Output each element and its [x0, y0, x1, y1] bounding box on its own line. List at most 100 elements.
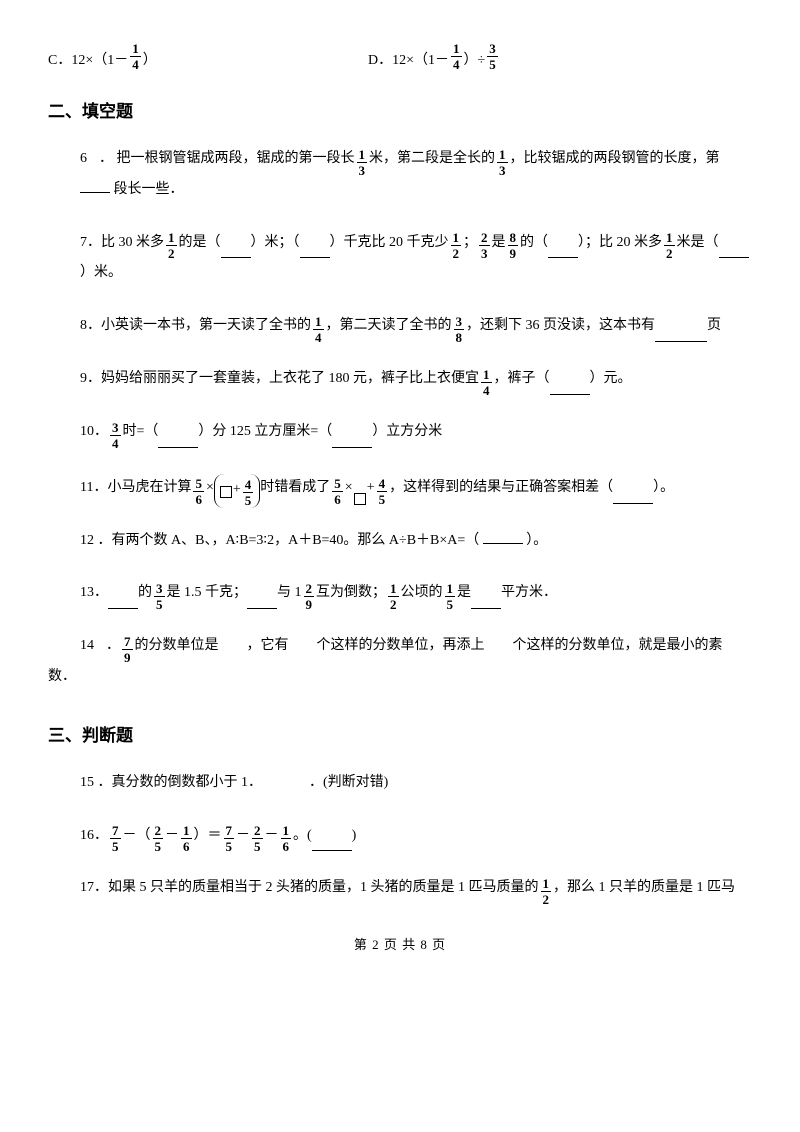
- section-3-heading: 三、判断题: [48, 721, 752, 746]
- q8-f2-icon: 38: [454, 315, 465, 344]
- q6-frac1-icon: 1 3: [357, 148, 368, 177]
- q15-text: ．真分数的倒数都小于 1．: [98, 775, 263, 790]
- q7-blank1[interactable]: [221, 243, 251, 258]
- q13-num: 13: [80, 578, 94, 609]
- question-9: 9 ．妈妈给丽丽买了一套童装，上衣花了 180 元，裤子比上衣便宜 14 ，裤子…: [48, 364, 752, 395]
- q14-p6: 数．: [48, 662, 752, 693]
- q7-p6: 是: [492, 228, 506, 259]
- q11-plus2: +: [367, 473, 375, 504]
- q7-f5-icon: 12: [664, 231, 675, 260]
- q6-p4: 段长一些．: [114, 182, 184, 197]
- q7-p7: 的（: [520, 228, 548, 259]
- q6-num: 6: [80, 144, 87, 175]
- q7-p9: 米是（: [677, 228, 719, 259]
- q8-num: 8: [80, 311, 87, 342]
- q11-num: 11: [80, 473, 93, 504]
- q11-plus: +: [233, 475, 241, 506]
- q16-p1: ．: [94, 821, 108, 852]
- q12-tail: ）。: [526, 533, 547, 548]
- q16-blank[interactable]: [312, 836, 352, 851]
- q7-p5: ；: [463, 228, 477, 259]
- q9-p1: ．妈妈给丽丽买了一套童装，上衣花了 180 元，裤子比上衣便宜: [87, 364, 479, 395]
- q9-blank[interactable]: [550, 380, 590, 395]
- q16-f3-icon: 16: [181, 824, 192, 853]
- q12-num: 12: [80, 533, 94, 548]
- question-17: 17 ．如果 5 只羊的质量相当于 2 头猪的质量，1 头猪的质量是 1 匹马质…: [48, 873, 752, 904]
- q7-p10: ）米。: [80, 258, 122, 289]
- q14-p1: ．: [106, 631, 120, 662]
- q7-blank3[interactable]: [548, 243, 578, 258]
- q11-box1-icon: [220, 486, 232, 498]
- q13-p4: 与 1: [277, 578, 302, 609]
- q17-p2: ，那么 1 只羊的质量是 1 匹马: [553, 873, 735, 904]
- q7-blank4[interactable]: [719, 243, 749, 258]
- q16-p4: ）＝: [194, 821, 222, 852]
- q10-blank2[interactable]: [332, 433, 372, 448]
- option-c-tail: ）: [143, 49, 157, 69]
- q13-p6: 公顷的: [401, 578, 443, 609]
- section-2-heading: 二、填空题: [48, 97, 752, 122]
- q8-p3: ，还剩下 36 页没读，这本书有: [466, 311, 655, 342]
- q13-p7: 是: [457, 578, 471, 609]
- question-10: 10 ． 34 时=（ ）分 125 立方厘米=（ ）立方分米: [48, 417, 752, 448]
- q16-p8: ): [352, 821, 357, 852]
- q13-p2: 的: [138, 578, 152, 609]
- q11-times2: ×: [345, 473, 353, 504]
- q16-p7: 。(: [293, 821, 312, 852]
- q7-p8: ）；比 20 米多: [578, 228, 662, 259]
- q11-f1-icon: 56: [193, 477, 204, 506]
- question-16: 16 ． 75 －（ 25 － 16 ）＝ 75 － 25 － 16 。( ): [48, 821, 752, 852]
- options-row: C．12×（1－ 1 4 ） D．12×（1－ 1 4 ）÷ 3 5: [48, 40, 752, 69]
- q11-p4: ）。: [653, 473, 674, 504]
- q9-p3: ）元。: [590, 364, 632, 395]
- q16-p5: －: [236, 821, 250, 852]
- q13-p5: 互为倒数；: [316, 578, 386, 609]
- q11-f3-icon: 56: [332, 477, 343, 506]
- q10-p4: ）立方分米: [372, 417, 442, 448]
- q15-num: 15: [80, 775, 94, 790]
- q7-f3-icon: 23: [479, 231, 490, 260]
- q17-num: 17: [80, 873, 94, 904]
- q13-blank3[interactable]: [471, 594, 501, 609]
- q16-num: 16: [80, 821, 94, 852]
- q8-p4: 页: [707, 311, 721, 342]
- q6-p1: ． 把一根钢管锯成两段，锯成的第一段长: [99, 144, 355, 175]
- q13-blank2[interactable]: [247, 594, 277, 609]
- q10-p3: ）分 125 立方厘米=（: [198, 417, 332, 448]
- q7-f4-icon: 89: [508, 231, 519, 260]
- q9-num: 9: [80, 364, 87, 395]
- q8-f1-icon: 14: [313, 315, 324, 344]
- q14-num: 14: [80, 631, 94, 662]
- q16-f4-icon: 75: [224, 824, 235, 853]
- q8-blank[interactable]: [655, 327, 707, 342]
- q11-blank[interactable]: [613, 489, 653, 504]
- q13-f3-icon: 12: [388, 582, 399, 611]
- option-c-label: C．12×（1－: [48, 49, 128, 69]
- question-14: 14 ． 79 的分数单位是 ，它有 个这样的分数单位，再添上 个这样的分数单位…: [48, 631, 752, 693]
- q7-blank2[interactable]: [300, 243, 330, 258]
- q7-p3: ）米；（: [251, 228, 300, 259]
- q13-p1: ．: [94, 578, 108, 609]
- q7-num: 7: [80, 228, 87, 259]
- q11-f2-icon: 45: [243, 478, 254, 507]
- q6-frac2-icon: 1 3: [497, 148, 508, 177]
- q7-f2-icon: 12: [451, 231, 462, 260]
- q10-blank1[interactable]: [158, 433, 198, 448]
- q13-blank1[interactable]: [108, 594, 138, 609]
- page-footer: 第 2 页 共 8 页: [48, 934, 752, 953]
- q12-blank[interactable]: [483, 529, 523, 544]
- q11-p3: ，这样得到的结果与正确答案相差（: [389, 473, 613, 504]
- option-d: D．12×（1－ 1 4 ）÷ 3 5: [368, 40, 500, 69]
- q6-blank[interactable]: [80, 178, 110, 193]
- q14-p5: 个这样的分数单位，就是最小的素: [513, 631, 723, 662]
- q16-p3: －: [165, 821, 179, 852]
- q7-p1: ．比 30 米多: [87, 228, 164, 259]
- q7-p2: 的是（: [179, 228, 221, 259]
- q11-f4-icon: 45: [377, 477, 388, 506]
- fraction-1-4-icon: 1 4: [130, 42, 141, 71]
- q9-p2: ，裤子（: [494, 364, 550, 395]
- q7-f1-icon: 12: [166, 231, 177, 260]
- q13-p8: 平方米．: [501, 578, 557, 609]
- q16-f6-icon: 16: [281, 824, 292, 853]
- q16-f1-icon: 75: [110, 824, 121, 853]
